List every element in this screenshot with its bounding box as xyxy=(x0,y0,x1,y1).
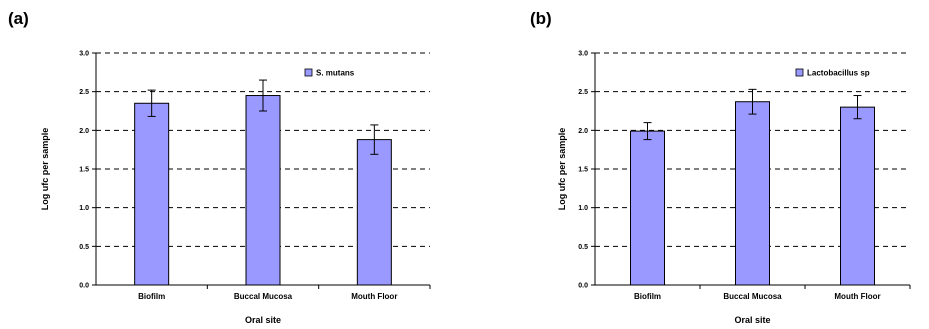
legend-label: Lactobacillus sp xyxy=(807,69,870,78)
y-tick-label: 1.5 xyxy=(79,167,89,174)
y-tick-label: 0.5 xyxy=(79,244,89,251)
legend: Lactobacillus sp xyxy=(795,68,870,78)
x-axis-title: Oral site xyxy=(245,315,281,325)
y-tick-label: 3.0 xyxy=(79,51,89,58)
bar xyxy=(735,101,770,286)
panel-label: (a) xyxy=(8,9,29,28)
y-tick-label: 2.5 xyxy=(79,89,89,96)
y-axis-title: Log ufc per sample xyxy=(40,128,50,211)
x-tick-label: Biofilm xyxy=(138,292,165,301)
y-axis-title: Log ufc per sample xyxy=(557,128,567,211)
y-tick-label: 2.0 xyxy=(79,128,89,135)
y-tick-label: 1.5 xyxy=(578,167,588,174)
x-tick-label: Buccal Mucosa xyxy=(723,292,782,301)
legend-swatch xyxy=(795,68,804,77)
legend-label: S. mutans xyxy=(316,69,355,78)
chart-panel-a: (a) Log ufc per sample Oral site S. muta… xyxy=(8,9,431,325)
x-tick-label: Mouth Floor xyxy=(351,292,397,301)
x-axis-title: Oral site xyxy=(734,315,770,325)
chart-panel-b: (b) Log ufc per sample Oral site Lactoba… xyxy=(530,9,911,325)
panel-label: (b) xyxy=(530,9,552,28)
legend-swatch xyxy=(304,68,313,77)
bar xyxy=(630,130,665,286)
bar xyxy=(134,102,170,286)
y-tick-label: 2.0 xyxy=(578,128,588,135)
y-tick-label: 0.5 xyxy=(578,244,588,251)
y-tick-label: 1.0 xyxy=(578,205,588,212)
bar xyxy=(840,106,875,286)
x-tick-label: Buccal Mucosa xyxy=(234,292,293,301)
x-tick-label: Mouth Floor xyxy=(834,292,880,301)
x-tick-label: Biofilm xyxy=(634,292,661,301)
y-tick-label: 2.5 xyxy=(578,89,588,96)
legend: S. mutans xyxy=(304,68,355,78)
y-tick-label: 0.0 xyxy=(79,283,89,290)
y-tick-label: 1.0 xyxy=(79,205,89,212)
y-tick-label: 3.0 xyxy=(578,51,588,58)
bar xyxy=(245,95,281,286)
bar xyxy=(356,139,392,286)
y-tick-label: 0.0 xyxy=(578,283,588,290)
